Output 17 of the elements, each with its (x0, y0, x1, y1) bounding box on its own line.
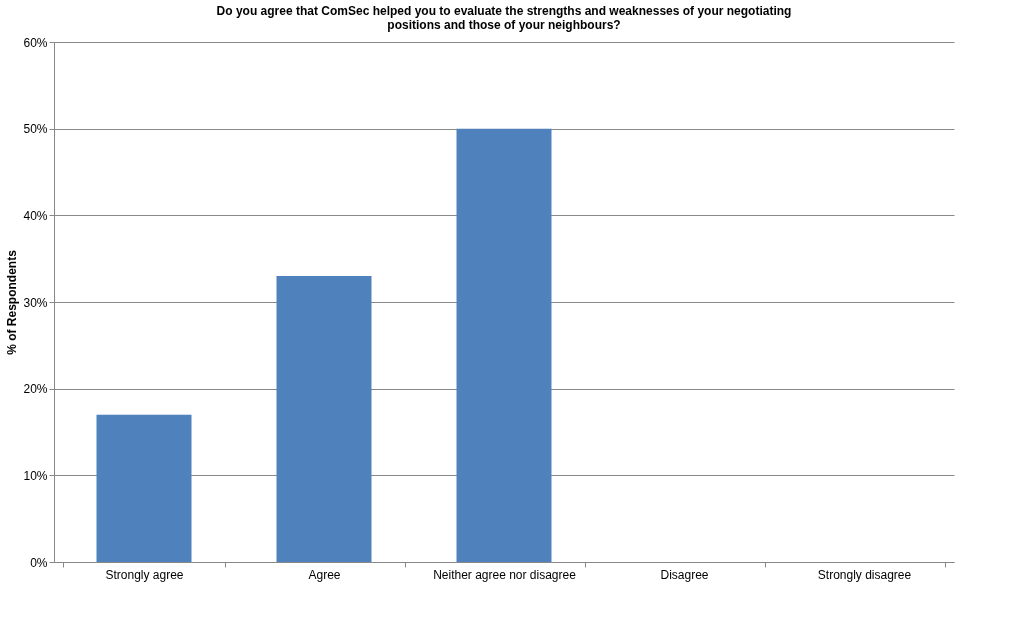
y-axis-title: % of Respondents (5, 249, 20, 355)
y-tick-label: 40% (23, 208, 48, 223)
y-tick-label: 20% (23, 382, 48, 397)
bar (456, 128, 552, 562)
x-tick-label: Agree (308, 567, 341, 582)
y-tick-label: 0% (30, 555, 48, 570)
y-tick-label: 30% (23, 295, 48, 310)
x-tick-label: Disagree (660, 567, 709, 582)
x-tick-label: Neither agree nor disagree (433, 567, 577, 582)
chart-title: Do you agree that ComSec helped you to evaluate the strengths and weaknesses of your negotiating positions and those of your neighbours? (216, 4, 792, 32)
bar (276, 276, 372, 562)
y-tick-label: 60% (23, 35, 48, 50)
x-tick-label: Strongly disagree (817, 567, 912, 582)
x-tick-label: Strongly agree (105, 567, 184, 582)
bar (96, 414, 192, 562)
y-tick-label: 10% (23, 468, 48, 483)
y-tick-label: 50% (23, 122, 48, 137)
